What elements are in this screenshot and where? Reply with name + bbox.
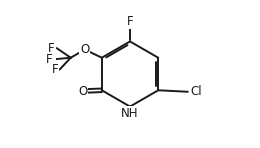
Text: F: F — [48, 42, 54, 55]
Text: F: F — [127, 15, 133, 28]
Text: O: O — [78, 85, 87, 98]
Text: F: F — [51, 63, 58, 76]
Text: NH: NH — [121, 107, 139, 120]
Text: Cl: Cl — [191, 85, 202, 98]
Text: O: O — [80, 43, 89, 56]
Text: F: F — [46, 53, 53, 66]
